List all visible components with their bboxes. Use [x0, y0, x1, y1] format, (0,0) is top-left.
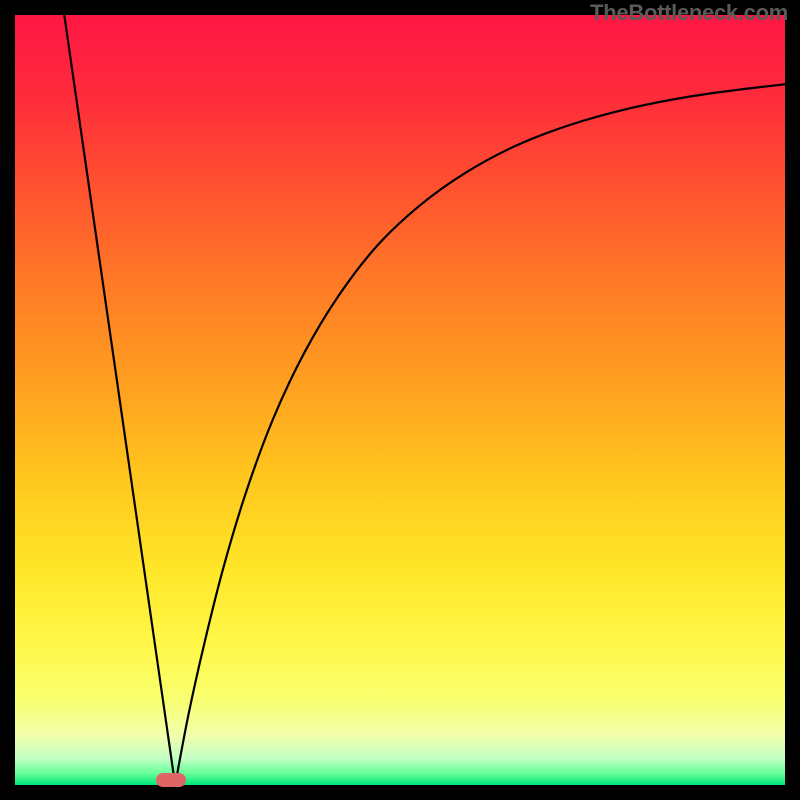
optimum-marker [156, 773, 186, 787]
bottleneck-curve [15, 15, 785, 785]
chart-plot-area [15, 15, 785, 785]
watermark-text: TheBottleneck.com [590, 0, 788, 26]
